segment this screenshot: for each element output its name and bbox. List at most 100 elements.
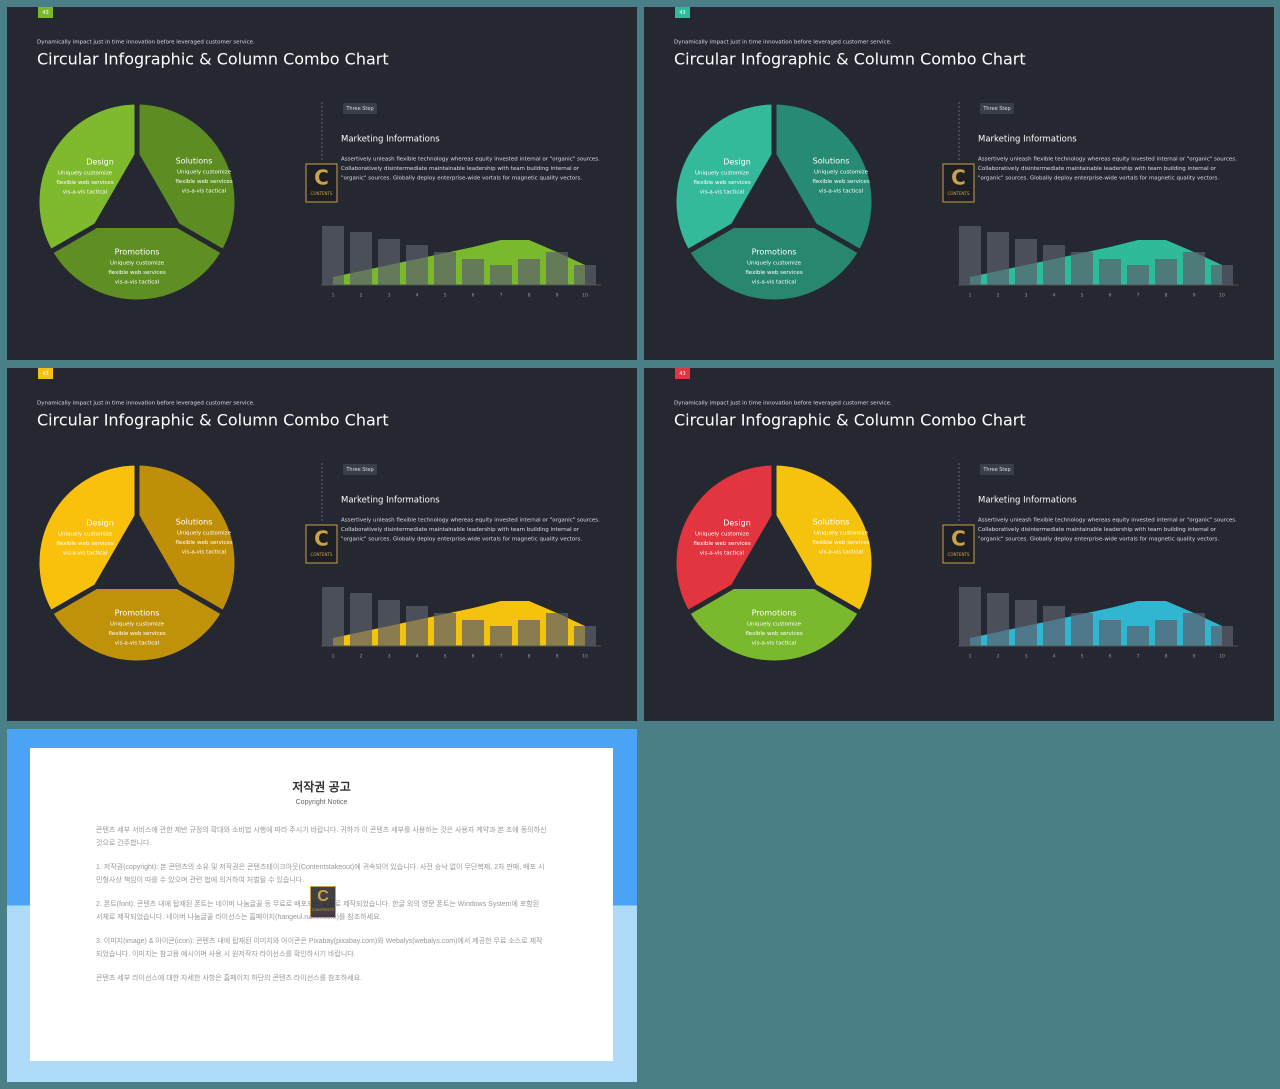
- badge-number: 43: [42, 371, 48, 377]
- segment-text: flexible web services: [812, 540, 870, 546]
- logo-text: CONTENTS: [948, 191, 970, 196]
- x-tick-label: 3: [388, 293, 391, 299]
- pie-segment: [671, 99, 777, 255]
- x-tick-label: 2: [997, 293, 1000, 299]
- body-text: Assertively unleash flexible technology …: [341, 157, 600, 163]
- segment-label: Design: [86, 519, 114, 528]
- segment-text: Uniquely customize: [695, 532, 750, 538]
- bar: [1211, 626, 1233, 646]
- segment-text: flexible web services: [175, 179, 233, 185]
- x-tick-label: 10: [1219, 654, 1225, 660]
- body-text: "organic" sources. Globally deploy enter…: [341, 537, 582, 543]
- segment-text: vis-a-vis tactical: [115, 641, 160, 647]
- bar: [350, 232, 372, 285]
- segment-label: Promotions: [115, 609, 160, 618]
- x-tick-label: 1: [332, 654, 335, 660]
- bar: [378, 239, 400, 285]
- copyright-title: 저작권 공고: [292, 780, 351, 794]
- logo-letter: C: [317, 888, 329, 905]
- pie-segment: [134, 99, 240, 255]
- segment-text: flexible web services: [56, 180, 114, 186]
- body-text: Collaboratively disintermediate maintain…: [978, 527, 1217, 533]
- pie-segment: [47, 584, 227, 666]
- logo-letter: C: [314, 527, 329, 551]
- pie-segment: [771, 460, 877, 616]
- bar: [574, 265, 596, 285]
- x-tick-label: 1: [969, 293, 972, 299]
- segment-text: vis-a-vis tactical: [182, 189, 227, 195]
- heading: Marketing Informations: [341, 135, 440, 145]
- bar: [1183, 252, 1205, 285]
- x-tick-label: 4: [1053, 654, 1056, 660]
- x-tick-label: 10: [582, 654, 588, 660]
- body-text: Collaboratively disintermediate maintain…: [341, 527, 580, 533]
- x-tick-label: 7: [1137, 293, 1140, 299]
- segment-text: vis-a-vis tactical: [752, 641, 797, 647]
- logo: [305, 163, 338, 203]
- logo-letter: C: [951, 166, 966, 190]
- segment-text: vis-a-vis tactical: [700, 551, 745, 557]
- bar: [959, 226, 981, 285]
- bar: [518, 620, 540, 646]
- logo-text: CONTENTS: [311, 552, 333, 557]
- copyright-paragraph: 3. 이미지(image) & 아이콘(icon): 콘텐츠 내에 탑재된 이미…: [96, 938, 543, 958]
- bar: [406, 245, 428, 285]
- segment-label: Design: [723, 158, 751, 167]
- x-tick-label: 6: [1109, 293, 1112, 299]
- body-text: "organic" sources. Globally deploy enter…: [978, 537, 1219, 543]
- subtitle: Dynamically impact just in time innovati…: [674, 40, 892, 46]
- bar: [1127, 265, 1149, 285]
- bar: [490, 626, 512, 646]
- segment-text: vis-a-vis tactical: [700, 190, 745, 196]
- segment-text: vis-a-vis tactical: [63, 190, 108, 196]
- bar: [546, 613, 568, 646]
- segment-text: Uniquely customize: [110, 622, 165, 628]
- x-tick-label: 5: [1081, 654, 1084, 660]
- title: Circular Infographic & Column Combo Char…: [674, 50, 1026, 69]
- logo-text: CONTENTS: [948, 552, 970, 557]
- bar: [1099, 259, 1121, 285]
- logo: [305, 524, 338, 564]
- title: Circular Infographic & Column Combo Char…: [37, 50, 389, 69]
- badge: [38, 368, 53, 379]
- x-tick-label: 8: [1165, 654, 1168, 660]
- bar: [518, 259, 540, 285]
- segment-text: flexible web services: [745, 631, 803, 637]
- segment-label: Solutions: [813, 157, 850, 166]
- tag-text: Three Step: [982, 106, 1010, 112]
- segment-label: Promotions: [752, 248, 797, 257]
- x-tick-label: 4: [416, 293, 419, 299]
- body-text: Assertively unleash flexible technology …: [978, 518, 1237, 524]
- bar: [1211, 265, 1233, 285]
- segment-text: Uniquely customize: [814, 170, 869, 176]
- x-tick-label: 9: [556, 293, 559, 299]
- x-tick-label: 3: [1025, 654, 1028, 660]
- bar: [1071, 252, 1093, 285]
- x-tick-label: 6: [472, 293, 475, 299]
- x-tick-label: 8: [1165, 293, 1168, 299]
- badge: [38, 7, 53, 18]
- body-text: Collaboratively disintermediate maintain…: [341, 166, 580, 172]
- heading: Marketing Informations: [978, 135, 1077, 145]
- x-tick-label: 3: [388, 654, 391, 660]
- x-tick-label: 7: [500, 293, 503, 299]
- segment-label: Solutions: [176, 518, 213, 527]
- segment-label: Design: [86, 158, 114, 167]
- bar: [1015, 239, 1037, 285]
- segment-text: Uniquely customize: [814, 531, 869, 537]
- body-text: "organic" sources. Globally deploy enter…: [341, 176, 582, 182]
- x-tick-label: 5: [444, 293, 447, 299]
- x-tick-label: 6: [472, 654, 475, 660]
- segment-text: Uniquely customize: [58, 532, 113, 538]
- title: Circular Infographic & Column Combo Char…: [37, 411, 389, 430]
- tag-text: Three Step: [345, 106, 373, 112]
- logo-text: CONTENTS: [312, 907, 334, 912]
- segment-text: vis-a-vis tactical: [63, 551, 108, 557]
- pie-segment: [134, 460, 240, 616]
- pie-segment: [671, 460, 777, 616]
- x-tick-label: 5: [444, 654, 447, 660]
- subtitle: Dynamically impact just in time innovati…: [37, 40, 255, 46]
- x-tick-label: 9: [1193, 293, 1196, 299]
